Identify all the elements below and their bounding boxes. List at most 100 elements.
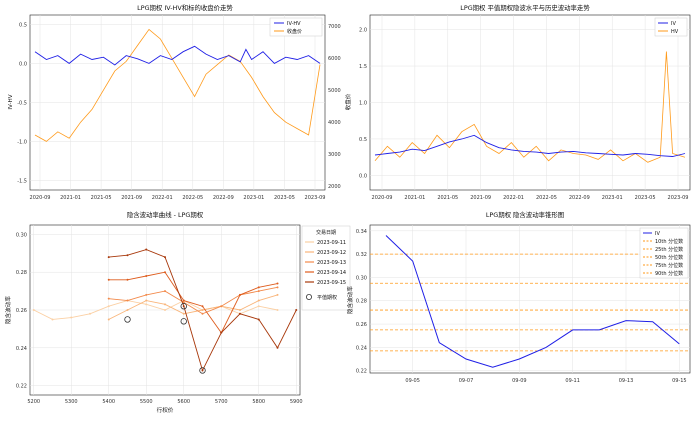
chart3-series-point xyxy=(257,290,260,293)
chart3-series-line xyxy=(108,286,278,315)
chart1-y-left-tick-label: 0.5 xyxy=(19,22,27,28)
chart3-xlabel: 行权价 xyxy=(157,406,174,414)
chart4-legend-box xyxy=(639,227,689,279)
chart3-series-point xyxy=(295,309,298,311)
chart4-x-tick-label: 09-11 xyxy=(565,378,580,384)
chart3-series-point xyxy=(276,309,279,311)
chart2-y-tick-label: 1.5 xyxy=(359,64,367,70)
chart2-y-ticks: 0.0 0.5 1.0 1.5 2.0 xyxy=(359,28,367,180)
chart3-y-tick-label: 0.22 xyxy=(16,384,27,390)
chart1-y-right-tick-label: 7000 xyxy=(328,24,341,30)
chart4-legend-iv: IV xyxy=(655,231,660,237)
chart-iv-hv: LPG期权 平值期权隐波水平与历史波动率走势 2020-09 2021-01 202… xyxy=(359,3,691,201)
chart4-legend-entry: 75th 分位数 xyxy=(655,262,683,269)
chart3-series-point xyxy=(145,248,148,251)
chart1-y-left-tick-label: -1.5 xyxy=(17,179,27,185)
chart3-series-point xyxy=(201,305,204,308)
chart3-series-point xyxy=(201,369,204,372)
chart3-y-tick-label: 0.28 xyxy=(16,270,27,276)
chart4-x-ticks: 09-05 09-07 09-09 09-11 09-13 09-15 xyxy=(405,378,686,384)
chart3-series-point xyxy=(239,293,241,296)
chart2-y-tick-label: 0.5 xyxy=(359,137,367,143)
chart1-ylabel-left: IV-HV xyxy=(8,94,14,109)
chart4-grid xyxy=(370,225,690,373)
chart3-series-point xyxy=(126,299,129,302)
chart3-series-point xyxy=(145,293,148,296)
chart2-x-tick-label: 2023-01 xyxy=(602,195,623,201)
chart3-series-point xyxy=(220,331,223,334)
chart4-x-tick-label: 09-07 xyxy=(459,378,474,384)
chart2-x-tick-label: 2021-01 xyxy=(404,195,425,201)
chart3-y-ticks: 0.22 0.24 0.26 0.28 0.30 xyxy=(16,232,27,389)
chart2-legend-hv: HV xyxy=(671,29,679,35)
chart1-x-ticks: 2020-09 2021-01 2021-05 2021-09 2022-01 2022-… xyxy=(30,195,326,201)
chart1-x-tick-label: 2020-09 xyxy=(30,195,51,201)
chart2-x-tick-label: 2021-09 xyxy=(470,195,491,201)
chart3-series-point xyxy=(257,318,260,321)
chart3-series-point xyxy=(182,312,185,315)
chart3-series-point xyxy=(257,286,260,289)
chart3-series-point xyxy=(107,278,110,281)
chart3-series-point xyxy=(107,305,110,308)
chart1-legend-price: 收盘价 xyxy=(287,28,302,35)
chart3-series-point xyxy=(276,346,279,349)
chart2-hv-line xyxy=(374,51,686,163)
chart1-x-tick-label: 2021-09 xyxy=(121,195,142,201)
chart1-x-tick-label: 2023-01 xyxy=(243,195,264,201)
chart2-iv-line xyxy=(374,134,686,157)
chart4-legend-entry: 50th 分位数 xyxy=(655,254,683,261)
chart2-y-tick-label: 0.0 xyxy=(359,173,367,179)
chart1-y-right-tick-label: 4000 xyxy=(328,120,341,126)
chart3-legend-atm: 平值期权 xyxy=(317,294,337,301)
chart2-x-tick-label: 2022-01 xyxy=(503,195,524,201)
chart4-y-tick-label: 0.26 xyxy=(356,322,367,328)
chart3-series-point xyxy=(145,275,148,277)
chart3-series-point xyxy=(201,309,204,311)
chart3-atm-marker xyxy=(180,318,187,325)
chart4-legend-entry: 90th 分位数 xyxy=(655,270,683,277)
chart4-y-tick-label: 0.32 xyxy=(356,252,367,258)
chart4-x-tick-label: 09-15 xyxy=(672,378,687,384)
chart2-x-tick-label: 2023-05 xyxy=(635,195,656,201)
chart3-x-tick-label: 5400 xyxy=(102,399,115,405)
chart1-y-left-ticks: 0.5 0.0 -0.5 -1.0 -1.5 xyxy=(17,22,27,184)
chart3-series-point xyxy=(107,256,110,259)
chart3-y-tick-label: 0.24 xyxy=(16,346,27,352)
chart3-atm-marker xyxy=(199,367,206,374)
chart3-x-tick-label: 5300 xyxy=(65,399,78,405)
chart4-x-tick-label: 09-09 xyxy=(512,378,527,384)
chart2-x-ticks: 2020-09 2021-01 2021-05 2021-09 2022-01 2022-… xyxy=(372,195,689,201)
chart3-atm-marker xyxy=(180,303,187,310)
chart1-x-tick-label: 2023-09 xyxy=(305,195,326,201)
chart1-x-tick-label: 2021-01 xyxy=(60,195,81,201)
chart1-x-tick-label: 2021-05 xyxy=(91,195,112,201)
chart3-series-point xyxy=(164,256,166,259)
chart3-series xyxy=(32,248,298,372)
chart1-legend: IV-HV 收盘价 xyxy=(269,17,323,37)
chart2-x-tick-label: 2021-05 xyxy=(437,195,458,201)
chart4-title: LPG期权 隐含波动率锥形图 xyxy=(486,210,564,219)
chart3-legend-entry: 2023-09-13 xyxy=(317,260,346,266)
chart1-grid xyxy=(30,15,325,190)
chart3-series-point xyxy=(276,282,279,285)
chart1-ylabel-right: 收盘价 xyxy=(344,93,352,110)
chart3-x-tick-label: 5200 xyxy=(27,399,40,405)
chart3-series-point xyxy=(257,299,260,302)
chart3-series-point xyxy=(276,293,279,296)
chart3-atm-markers xyxy=(124,303,206,374)
chart3-y-tick-label: 0.26 xyxy=(16,308,27,314)
chart4-y-tick-label: 0.22 xyxy=(356,369,367,375)
chart4-y-tick-label: 0.28 xyxy=(356,299,367,305)
chart3-x-tick-label: 5800 xyxy=(252,399,265,405)
chart3-series-point xyxy=(145,299,148,302)
chart4-x-tick-label: 09-05 xyxy=(405,378,420,384)
chart2-x-tick-label: 2022-09 xyxy=(569,195,590,201)
chart4-y-tick-label: 0.24 xyxy=(356,345,367,351)
chart2-legend-iv: IV xyxy=(671,21,676,27)
chart3-legend-title: 交易日期 xyxy=(316,229,336,236)
chart3-series-point xyxy=(51,318,54,321)
chart3-legend-box xyxy=(301,225,351,311)
chart3-x-tick-label: 5600 xyxy=(177,399,190,405)
chart1-y-left-tick-label: 0.0 xyxy=(19,61,27,67)
